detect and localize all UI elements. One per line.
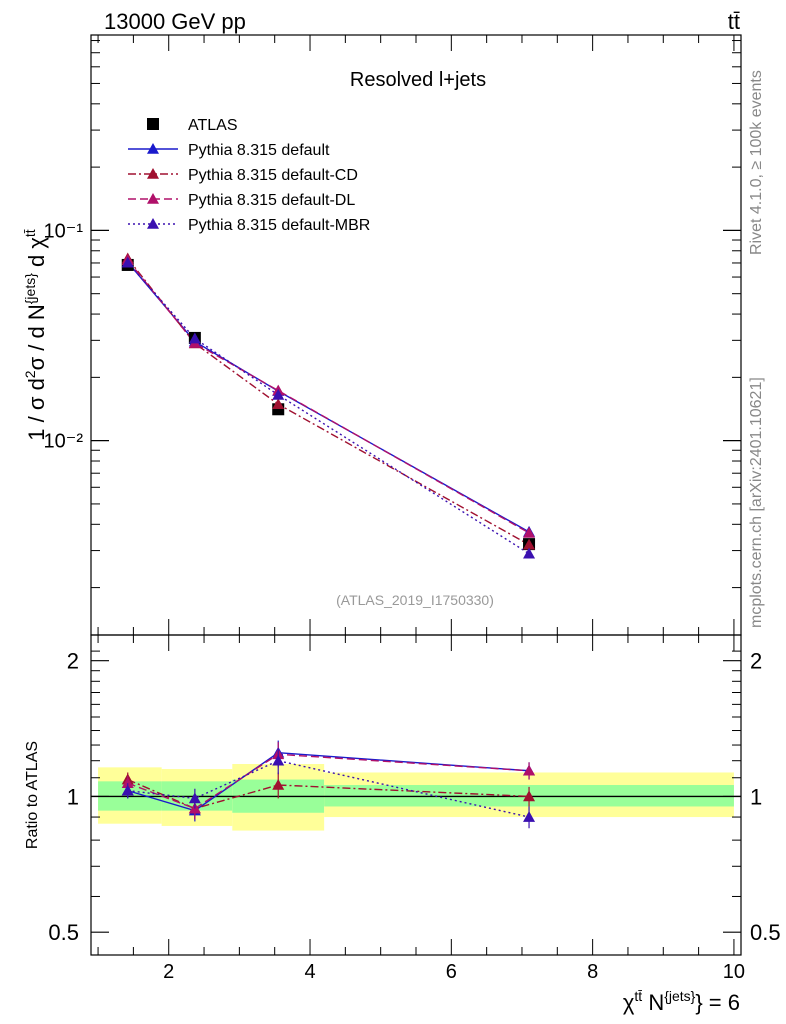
svg-text:1 / σ d2σ / d N{jets} d χtt̄: 1 / σ d2σ / d N{jets} d χtt̄ [22, 229, 49, 440]
ratio-line-2 [127, 753, 530, 810]
legend: ATLAS Pythia 8.315 default Pythia 8.315 de… [128, 117, 370, 234]
legend-marker-atlas [147, 118, 159, 130]
ratio-y-tick-label: 2 [67, 649, 79, 674]
ratio-line-1 [127, 778, 530, 810]
main-y-tick-label: 10⁻² [44, 431, 84, 453]
x-tick-label: 6 [446, 961, 457, 983]
legend-label-4: Pythia 8.315 default-MBR [188, 217, 370, 234]
ratio-marker-2 [121, 777, 134, 788]
x-axis-title: χtt̄ N{jets}} = 6 [623, 988, 740, 1015]
ratio-marker-3 [272, 754, 285, 766]
series-line-1 [127, 261, 530, 533]
legend-label-0: ATLAS [188, 117, 238, 134]
ratio-panel: 2 2 1 1 0.5 0.5 2 4 6 8 10 [48, 634, 781, 983]
legend-marker-4 [147, 218, 159, 229]
main-ylabel: 1 / σ d2σ / d N{jets} d χtt̄ [22, 229, 49, 440]
ratio-y-tick-label-right: 2 [750, 649, 762, 674]
ratio-ylabel: Ratio to ATLAS [24, 741, 41, 849]
ratio-y-tick-label-right: 1 [750, 784, 762, 809]
legend-label-2: Pythia 8.315 default-CD [188, 167, 358, 184]
ratio-frame [90, 634, 742, 956]
ratio-marker-3 [121, 784, 134, 796]
x-tick-label: 2 [163, 961, 174, 983]
series-marker-4 [523, 547, 536, 559]
energy-label: 13000 GeV pp [104, 9, 246, 34]
ratio-marker-3 [523, 811, 536, 822]
x-tick-label: 10 [723, 961, 745, 983]
analysis-watermark: (ATLAS_2019_I1750330) [336, 592, 494, 608]
legend-label-3: Pythia 8.315 default-DL [188, 192, 355, 209]
main-panel: Resolved l+jets (ATLAS_2019_I1750330) AT… [44, 34, 742, 636]
x-tick-label: 4 [304, 961, 315, 983]
process-label: tt̄ [728, 9, 740, 34]
ratio-marker-2 [523, 764, 536, 776]
series-marker-2 [523, 538, 536, 550]
ratio-y-tick-label-right: 0.5 [750, 920, 781, 945]
series-marker-4 [121, 256, 134, 268]
legend-marker-2 [147, 168, 159, 179]
ratio-y-tick-label: 1 [67, 784, 79, 809]
ratio-y-tick-label: 0.5 [48, 920, 79, 945]
series-line-3 [127, 259, 530, 534]
legend-marker-1 [147, 143, 159, 154]
series-line-2 [127, 258, 530, 546]
legend-label-1: Pythia 8.315 default [188, 142, 330, 159]
mcplots-label: mcplots.cern.ch [arXiv:2401.10621] [748, 377, 765, 628]
series-marker-4 [188, 332, 201, 344]
series-marker-2 [272, 398, 285, 410]
series-marker-3 [523, 526, 536, 538]
ratio-marker-1 [272, 779, 285, 790]
svg-text:χtt̄ N{jets}} = 6: χtt̄ N{jets}} = 6 [623, 988, 740, 1015]
plot-title: Resolved l+jets [350, 69, 486, 91]
x-tick-label: 8 [587, 961, 598, 983]
series-marker-4 [272, 388, 285, 400]
ratio-marker-3 [188, 792, 201, 804]
ratio-marker-1 [523, 790, 536, 802]
series-line-4 [127, 262, 530, 555]
rivet-label: Rivet 4.1.0, ≥ 100k events [748, 70, 765, 255]
legend-marker-3 [147, 193, 159, 204]
main-y-tick-label: 10⁻¹ [44, 220, 84, 242]
